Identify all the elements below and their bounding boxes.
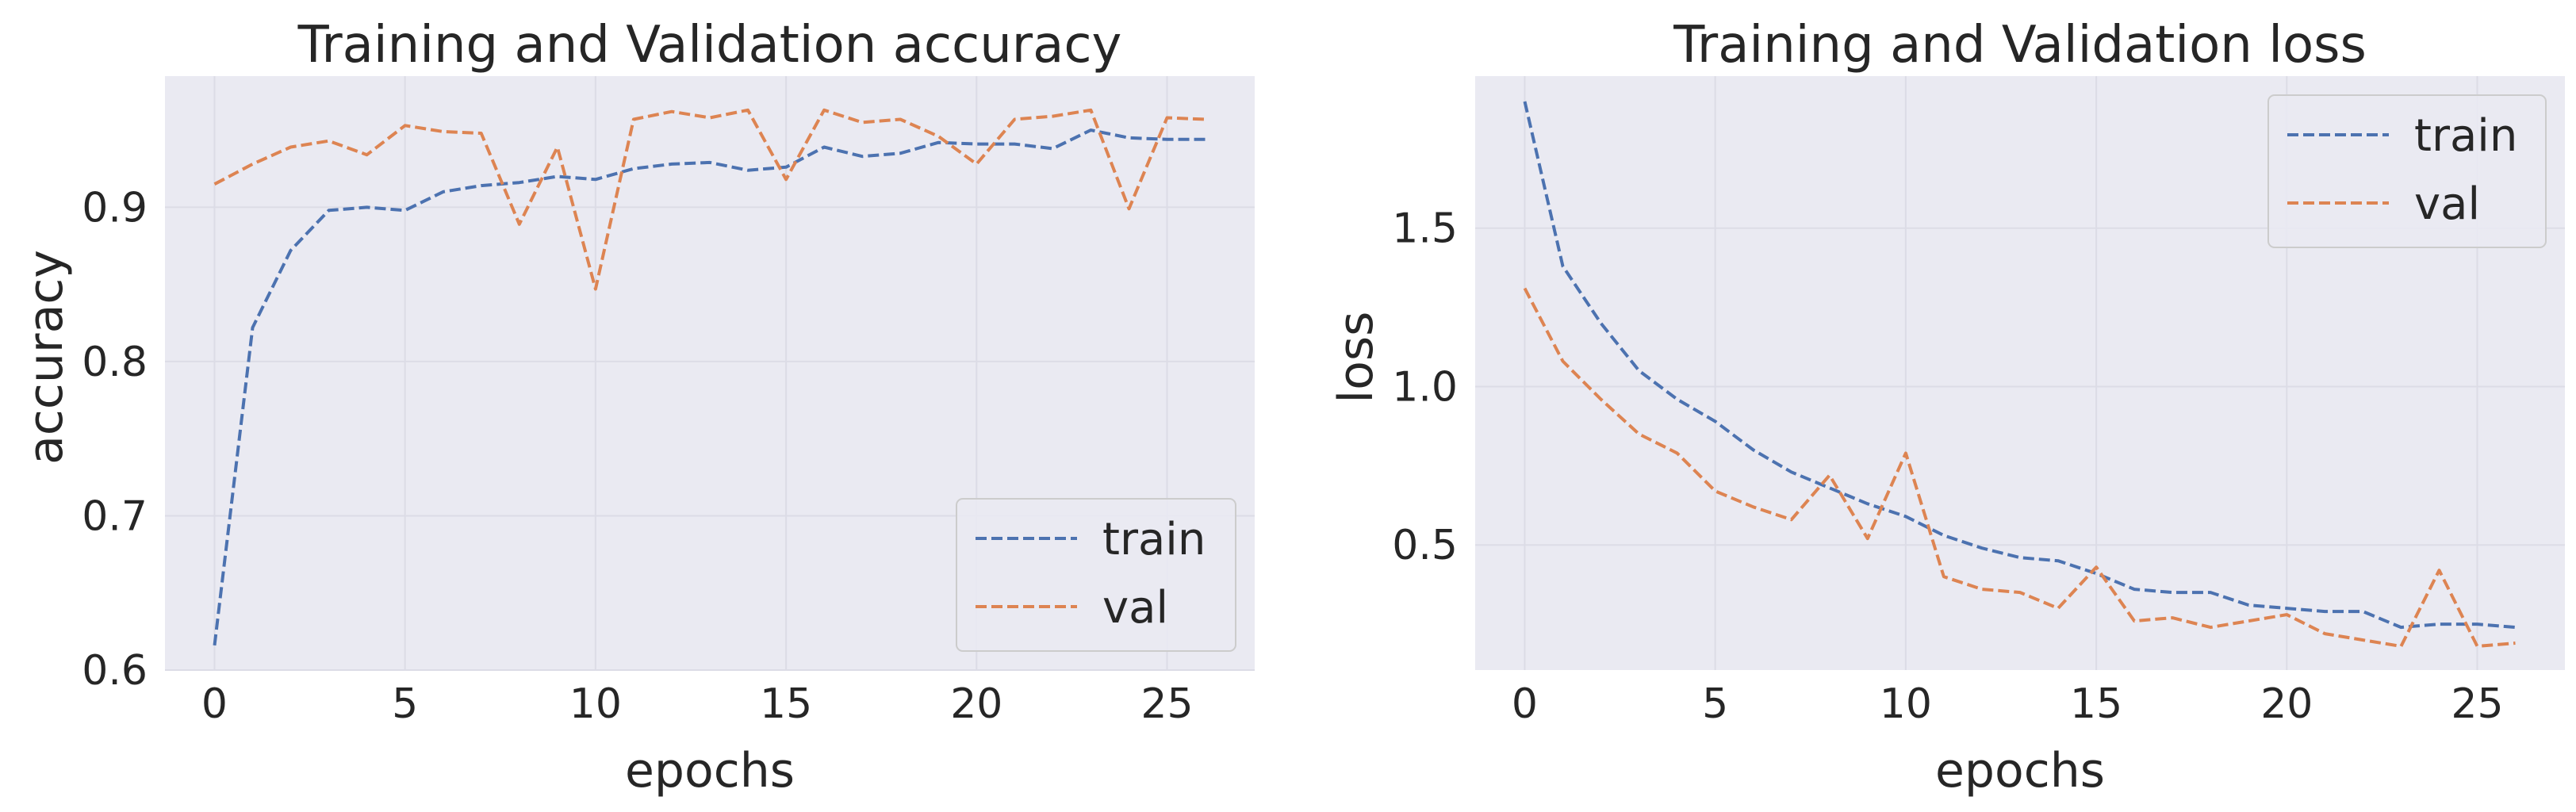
x-tick-label: 10 <box>1880 680 1932 728</box>
x-tick-label: 5 <box>1702 680 1728 728</box>
y-axis-label: loss <box>1328 312 1384 404</box>
series-line-val <box>213 108 1206 291</box>
legend-label-train: train <box>2414 110 2517 162</box>
x-tick-label: 5 <box>392 680 418 728</box>
series-line-val <box>1523 287 2516 648</box>
x-axis-label: epochs <box>625 743 795 799</box>
x-axis-label: epochs <box>1935 743 2105 799</box>
x-tick-label: 25 <box>1140 680 1193 728</box>
series-line-train <box>213 128 1206 646</box>
y-tick-label: 0.8 <box>82 339 148 386</box>
y-tick-label: 0.9 <box>82 184 148 232</box>
y-axis-label: accuracy <box>18 250 74 465</box>
x-tick-label: 15 <box>2070 680 2122 728</box>
y-tick-label: 1.0 <box>1392 363 1458 411</box>
accuracy-chart: 0 5 10 15 20 25 0.6 0.7 0.8 0.9 Training and Valid… <box>18 16 1255 799</box>
x-tick-label: 20 <box>2260 680 2313 728</box>
x-tick-label: 25 <box>2451 680 2503 728</box>
legend-label-val: val <box>1102 582 1168 634</box>
x-tick-label: 10 <box>569 680 622 728</box>
series-line-train <box>1523 101 2516 630</box>
y-tick-label: 1.5 <box>1392 205 1458 253</box>
legend: train val <box>956 498 1236 652</box>
chart-title: Training and Validation accuracy <box>297 16 1122 75</box>
legend-label-val: val <box>2414 178 2480 230</box>
chart-title: Training and Validation loss <box>1673 16 2367 75</box>
y-tick-label: 0.7 <box>82 492 148 540</box>
y-tick-label: 0.5 <box>1392 522 1458 569</box>
x-tick-label: 20 <box>950 680 1002 728</box>
x-tick-label: 0 <box>1512 680 1538 728</box>
legend: train val <box>2267 94 2547 248</box>
loss-chart: 0 5 10 15 20 25 0.5 1.0 1.5 Training and Validati… <box>1328 16 2565 799</box>
x-tick-label: 0 <box>201 680 228 728</box>
y-tick-label: 0.6 <box>82 647 148 695</box>
x-tick-label: 15 <box>760 680 812 728</box>
legend-label-train: train <box>1102 514 1206 565</box>
